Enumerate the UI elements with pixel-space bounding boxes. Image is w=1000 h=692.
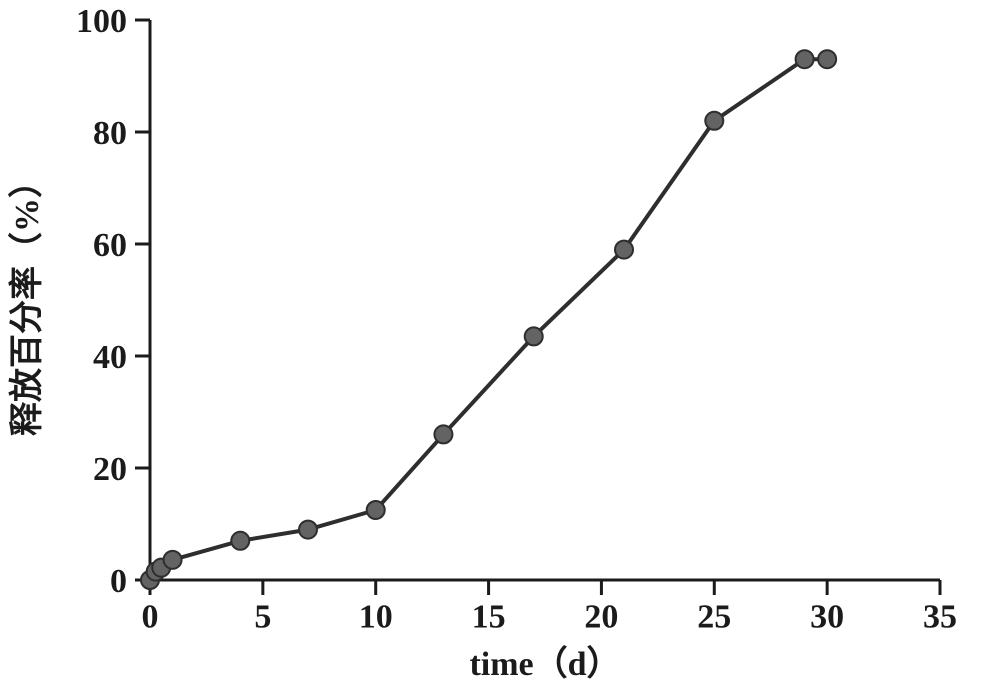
y-tick-label: 0 <box>110 563 127 600</box>
x-axis-label: time（d） <box>469 644 620 683</box>
series-marker <box>299 521 317 539</box>
x-tick-label: 5 <box>254 598 271 635</box>
series-marker <box>525 327 543 345</box>
y-tick-label: 20 <box>93 451 127 488</box>
series-marker <box>164 551 182 569</box>
series-marker <box>231 532 249 550</box>
x-tick-label: 0 <box>142 598 159 635</box>
x-tick-label: 10 <box>359 598 393 635</box>
x-tick-label: 30 <box>810 598 844 635</box>
x-tick-label: 20 <box>584 598 618 635</box>
x-tick-label: 35 <box>923 598 957 635</box>
y-tick-label: 80 <box>93 115 127 152</box>
series-marker <box>367 501 385 519</box>
series-marker <box>434 425 452 443</box>
y-axis-label: 释放百分率（%） <box>7 164 46 436</box>
series-marker <box>615 241 633 259</box>
x-tick-label: 15 <box>472 598 506 635</box>
chart-container: 0 5 10 15 20 25 30 35 0 20 40 60 80 100 time（d） 释放百分率（%… <box>0 0 1000 692</box>
y-tick-label: 40 <box>93 339 127 376</box>
chart-svg: 0 5 10 15 20 25 30 35 0 20 40 60 80 100 time（d） 释放百分率（%… <box>0 0 1000 692</box>
y-tick-label: 100 <box>76 3 127 40</box>
x-tick-label: 25 <box>697 598 731 635</box>
y-tick-label: 60 <box>93 227 127 264</box>
series-line <box>150 59 827 580</box>
series-marker <box>796 50 814 68</box>
series-marker <box>705 112 723 130</box>
series-marker <box>818 50 836 68</box>
